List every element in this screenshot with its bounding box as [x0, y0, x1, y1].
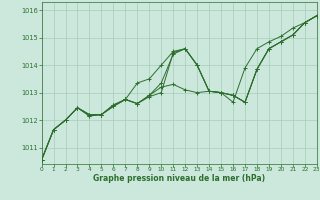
X-axis label: Graphe pression niveau de la mer (hPa): Graphe pression niveau de la mer (hPa) [93, 174, 265, 183]
